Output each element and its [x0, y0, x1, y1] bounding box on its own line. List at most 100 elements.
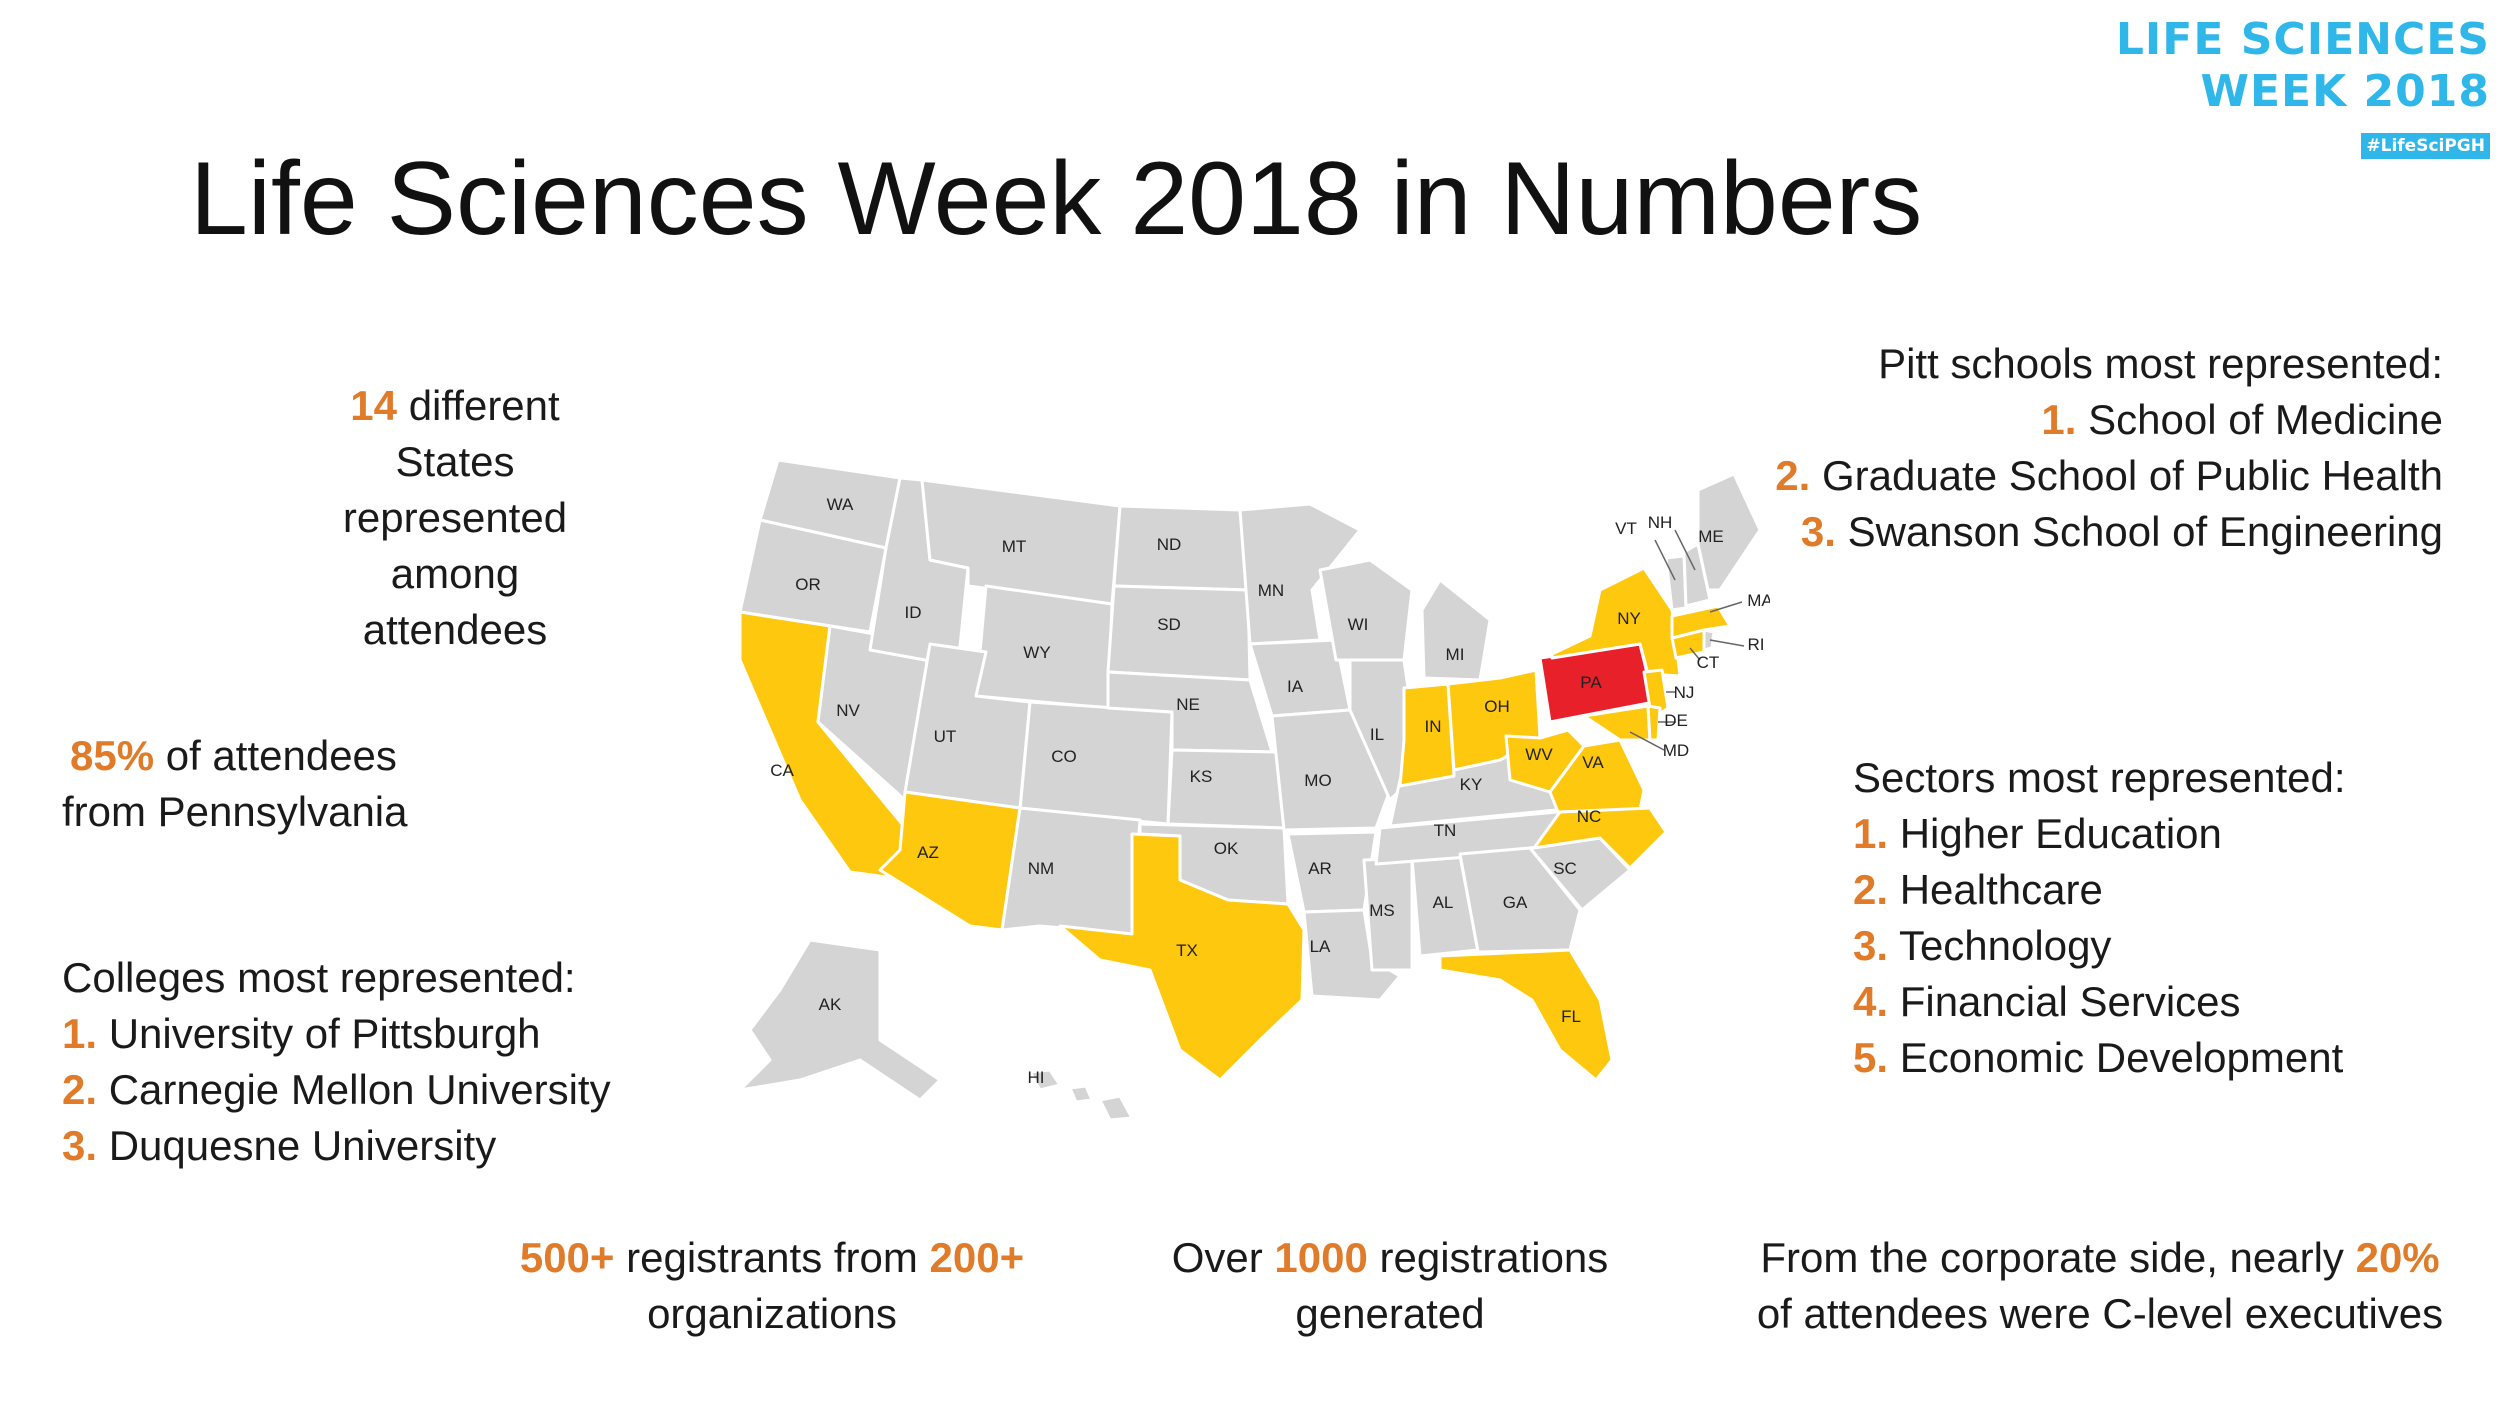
map-label: OR — [795, 575, 821, 594]
pa-stat-text1: of attendees — [165, 732, 397, 779]
list-label: Healthcare — [1899, 866, 2103, 913]
map-label: WV — [1525, 745, 1553, 764]
list-label: Technology — [1898, 922, 2112, 969]
leader-md — [1629, 731, 1665, 751]
pitt-schools-heading: Pitt schools most represented: — [1878, 340, 2443, 387]
list-label: Duquesne University — [108, 1122, 497, 1169]
corporate-line2: of attendees were C-level executives — [1756, 1290, 2444, 1337]
map-label: MT — [1002, 537, 1027, 556]
list-item: 2. Carnegie Mellon University — [62, 1062, 611, 1118]
state-LA — [1302, 908, 1402, 1002]
list-item: 3. Swanson School of Engineering — [1775, 504, 2443, 560]
pa-stat-line2: from Pennsylvania — [62, 788, 408, 835]
map-label: MO — [1304, 771, 1331, 790]
list-label: Graduate School of Public Health — [1821, 452, 2443, 499]
list-number: 1. — [2041, 396, 2077, 443]
map-label: CA — [770, 761, 794, 780]
state-VT — [1664, 554, 1688, 612]
map-label: NY — [1617, 609, 1641, 628]
list-label: School of Medicine — [2088, 396, 2443, 443]
state-AR — [1286, 830, 1378, 914]
leader-ri — [1709, 639, 1745, 647]
list-number: 5. — [1853, 1034, 1889, 1081]
list-item: 3. Technology — [1853, 918, 2346, 974]
logo-line-2: WEEK 2018 #LifeSciPGH — [2110, 66, 2490, 170]
state-MA — [1670, 604, 1732, 640]
event-logo: LIFE SCIENCES WEEK 2018 #LifeSciPGH — [2110, 14, 2490, 170]
map-label: VT — [1615, 519, 1637, 538]
map-label: WY — [1023, 643, 1050, 662]
state-RI — [1702, 628, 1716, 652]
state-DE — [1646, 704, 1662, 742]
map-label: MN — [1258, 581, 1284, 600]
colleges-heading: Colleges most represented: — [62, 954, 576, 1001]
registrants-line2: organizations — [647, 1290, 897, 1337]
registrations-prefix: Over — [1171, 1234, 1263, 1281]
registrations-number: 1000 — [1274, 1234, 1368, 1281]
map-label: MD — [1663, 741, 1689, 760]
map-label: ND — [1157, 535, 1182, 554]
map-label: CO — [1051, 747, 1077, 766]
states-stat-line4: among — [390, 550, 520, 597]
list-label: Carnegie Mellon University — [108, 1066, 611, 1113]
map-label: MS — [1369, 901, 1395, 920]
state-MO — [1270, 708, 1392, 832]
pa-stat-line1: 85% of attendees — [62, 728, 408, 784]
list-label: Swanson School of Engineering — [1847, 508, 2443, 555]
list-item: 4. Financial Services — [1853, 974, 2346, 1030]
map-label: PA — [1580, 673, 1602, 692]
list-number: 1. — [62, 1010, 98, 1057]
map-label: NM — [1028, 859, 1054, 878]
list-number: 2. — [62, 1066, 98, 1113]
map-label: NJ — [1674, 683, 1695, 702]
states-stat: 14 different States represented among at… — [320, 378, 590, 658]
sectors-heading: Sectors most represented: — [1853, 754, 2346, 801]
list-number: 3. — [1800, 508, 1836, 555]
map-label: GA — [1503, 893, 1528, 912]
map-label: DE — [1664, 711, 1688, 730]
map-label: RI — [1748, 635, 1765, 654]
logo-line-1: LIFE SCIENCES — [2115, 14, 2490, 65]
states-stat-line1: 14 different — [320, 378, 590, 434]
states-stat-line2: States — [395, 438, 515, 485]
states-stat-number: 14 — [350, 382, 398, 429]
state-labels: WA OR CA NV ID MT WY UT AZ CO NM ND SD N… — [770, 495, 1770, 1087]
registrants-number: 500+ — [519, 1234, 615, 1281]
list-item: 1. School of Medicine — [1775, 392, 2443, 448]
pa-stat-number: 85% — [70, 732, 155, 779]
map-label: FL — [1561, 1007, 1581, 1026]
list-item: 2. Healthcare — [1853, 862, 2346, 918]
state-NC — [1532, 806, 1668, 870]
state-ME — [1696, 472, 1762, 592]
state-KS — [1166, 748, 1286, 830]
list-label: University of Pittsburgh — [108, 1010, 541, 1057]
map-label: VA — [1582, 753, 1604, 772]
sectors-list: Sectors most represented: 1. Higher Educ… — [1853, 750, 2346, 1086]
map-label: AR — [1308, 859, 1332, 878]
map-label: KS — [1190, 767, 1213, 786]
registrants-stat: 500+ registrants from 200+ organizations — [472, 1230, 1072, 1342]
list-label: Higher Education — [1899, 810, 2222, 857]
corporate-text: From the corporate side, nearly — [1760, 1234, 2344, 1281]
organizations-number: 200+ — [929, 1234, 1025, 1281]
list-number: 2. — [1775, 452, 1811, 499]
logo-hashtag: #LifeSciPGH — [2361, 133, 2490, 159]
list-item: 2. Graduate School of Public Health — [1775, 448, 2443, 504]
map-label: AZ — [917, 843, 939, 862]
map-label: SC — [1553, 859, 1577, 878]
map-label: IL — [1370, 725, 1384, 744]
map-label: AL — [1433, 893, 1454, 912]
list-item: 1. University of Pittsburgh — [62, 1006, 611, 1062]
map-label: NH — [1648, 513, 1673, 532]
state-HI — [1028, 1068, 1134, 1120]
map-label: OK — [1214, 839, 1239, 858]
state-FL — [1438, 948, 1614, 1082]
logo-year: WEEK 2018 — [2200, 66, 2490, 117]
map-label: WI — [1348, 615, 1369, 634]
map-label: KY — [1460, 775, 1483, 794]
map-label: IN — [1425, 717, 1442, 736]
leader-nh — [1674, 529, 1696, 571]
states-stat-text: different — [408, 382, 560, 429]
leader-vt — [1654, 539, 1676, 581]
corporate-stat: From the corporate side, nearly 20% of a… — [1720, 1230, 2480, 1342]
